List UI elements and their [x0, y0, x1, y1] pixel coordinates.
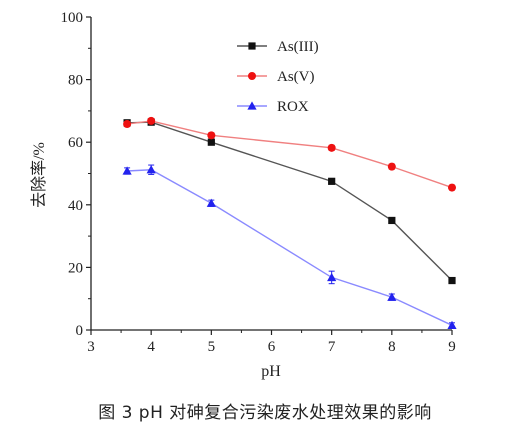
legend-marker [248, 72, 256, 80]
legend-item: As(III) [237, 39, 319, 55]
data-point [448, 276, 456, 285]
series-As(V) [123, 116, 456, 192]
y-tick-label: 40 [68, 198, 83, 214]
legend: As(III) As(V) ROX [237, 39, 319, 115]
legend-item: As(V) [237, 69, 315, 85]
data-point [448, 183, 456, 192]
data-point [147, 116, 156, 125]
x-tick-label: 6 [268, 339, 276, 355]
data-point [207, 138, 215, 146]
legend-item: ROX [237, 99, 309, 115]
data-point [206, 198, 216, 207]
data-point [388, 216, 396, 225]
y-tick-label: 80 [68, 73, 83, 89]
data-point [387, 162, 396, 171]
legend-marker [247, 101, 257, 110]
series-ROX [122, 164, 457, 329]
y-tick-label: 0 [76, 323, 84, 339]
x-tick-label: 5 [208, 339, 216, 355]
x-tick-label: 3 [87, 339, 95, 355]
legend-label: As(III) [277, 39, 319, 55]
figure-caption: 图 3 pH 对砷复合污染废水处理效果的影响 [98, 403, 432, 423]
data-point [328, 177, 336, 185]
x-axis-title: pH [261, 363, 281, 380]
y-tick-label: 100 [61, 10, 84, 26]
data-point [122, 166, 132, 175]
legend-marker [248, 42, 256, 50]
y-tick-label: 20 [68, 260, 83, 276]
x-tick-label: 8 [388, 339, 396, 355]
x-tick-label: 7 [328, 339, 336, 355]
data-point [387, 292, 397, 301]
data-point [146, 165, 156, 174]
legend-label: As(V) [277, 69, 315, 85]
legend-label: ROX [277, 99, 309, 115]
series-line [127, 169, 453, 326]
series-layer [122, 116, 457, 329]
data-point [447, 320, 457, 329]
data-point [123, 120, 132, 129]
data-point [207, 131, 216, 140]
series-line [127, 121, 453, 282]
data-point [327, 143, 336, 152]
y-tick-label: 60 [68, 135, 83, 151]
series-line [127, 120, 453, 189]
chart: 3 4 5 6 7 8 9 0 20 40 60 80 100 As(III) As(V) ROX pH 去… [30, 10, 457, 380]
data-point [327, 272, 337, 282]
y-axis-title: 去除率/% [30, 142, 48, 208]
axes: 3 4 5 6 7 8 9 0 20 40 60 80 100 [61, 10, 456, 355]
x-tick-label: 9 [448, 339, 456, 355]
x-tick-label: 4 [147, 339, 155, 355]
